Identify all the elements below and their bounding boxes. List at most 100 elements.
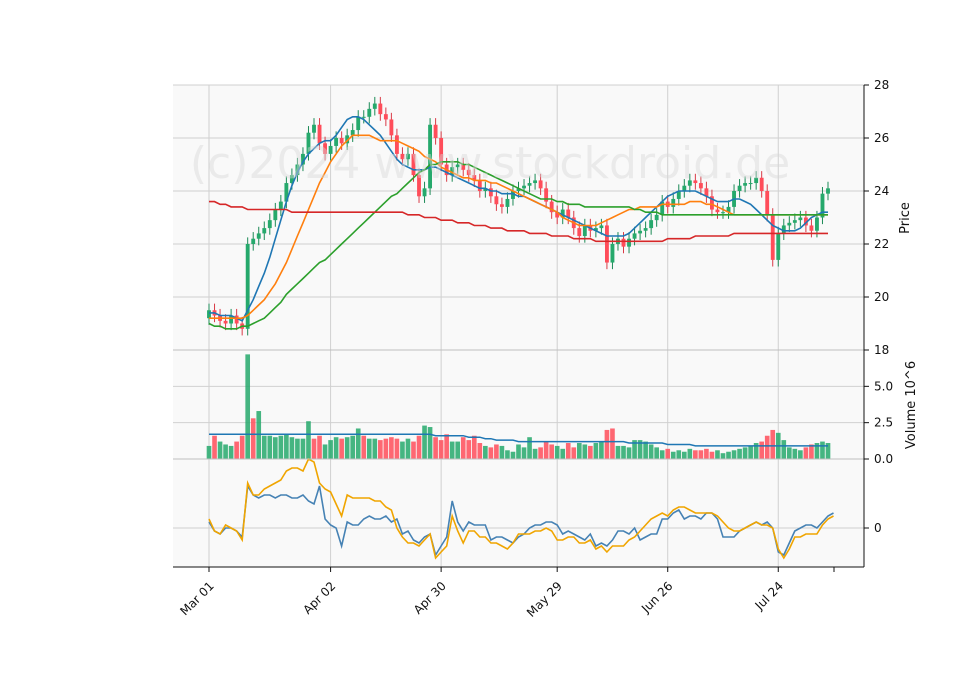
candlestick [627,232,631,254]
price-tick-label: 28 [874,78,889,92]
candlestick [488,181,493,203]
volume-bar [449,441,455,459]
volume-bar [300,438,306,459]
volume-bar [339,438,344,459]
volume-bar [284,434,289,459]
volume-bar [311,438,317,459]
volume-bar [715,450,720,459]
candlestick [604,218,609,270]
volume-bar [499,445,505,459]
candlestick [422,181,427,203]
candlestick [417,168,421,203]
volume-bar [488,447,494,459]
volume-bar [383,438,389,459]
volume-bar [676,450,682,459]
indicator-panel [173,459,864,567]
volume-bar [687,448,693,459]
candlestick [389,112,394,142]
candlestick [726,200,731,219]
candlestick [234,308,239,331]
volume-bar [350,435,356,459]
volume-bar [394,438,400,459]
candlestick [743,176,748,193]
candlestick [737,179,742,198]
candlestick [207,303,211,325]
candlestick [687,173,692,193]
volume-bar [344,437,350,459]
volume-bar [516,444,521,459]
candlestick [428,118,433,195]
volume-bar [737,448,742,459]
volume-bar [333,437,339,459]
volume-bar [228,445,234,459]
volume-bar [306,421,311,459]
candlestick [229,308,234,331]
volume-bar [599,441,604,459]
candlestick [682,179,687,198]
volume-bar [753,443,759,459]
candlestick [439,131,444,172]
moving-average-line [209,200,828,243]
candlestick [649,213,654,235]
x-tick-label: Apr 02 [300,579,338,617]
volume-bar [278,435,284,459]
candlestick [400,147,405,166]
candlestick [301,147,305,172]
candlestick [278,194,283,217]
candlestick [223,314,228,331]
candlestick [792,213,797,230]
candlestick [522,179,526,195]
candlestick [660,194,665,222]
price-tick-label: 24 [874,184,889,198]
candlestick [361,110,366,124]
volume-bar [720,453,726,459]
moving-average-line [209,134,828,320]
volume-bar [361,435,367,459]
volume-bar [372,438,378,459]
candlestick [383,107,388,127]
volume-bar [803,447,809,459]
volume-bar [422,425,427,459]
volume-bar [798,450,803,459]
volume-bar [565,443,571,459]
x-tick-label: May 29 [524,579,565,620]
volume-bar [366,438,372,459]
candlestick [450,160,455,182]
candlestick [356,110,361,137]
volume-bar [709,451,715,459]
volume-bar [223,444,228,459]
volume-bar [416,435,422,459]
volume-bar [433,437,438,459]
volume-bar [637,440,643,459]
candlestick [610,237,615,270]
candlestick [245,237,250,336]
volume-bar [455,441,461,459]
indicator-line [208,483,834,558]
candlestick [638,224,643,241]
candlestick [754,171,759,190]
volume-bar [781,440,787,459]
volume-bar [527,437,532,459]
candlestick [411,147,416,182]
volume-bar [483,445,488,459]
volume-bar [786,447,792,459]
volume-bar [748,445,753,459]
volume-bar [460,437,466,459]
candlestick [643,221,648,238]
indicator-tick-label: 0 [874,521,882,535]
volume-tick-label: 2.5 [874,416,893,430]
volume-bar [538,447,543,459]
volume-bar [212,435,217,459]
volume-bar [626,447,632,459]
moving-average-line [208,161,828,330]
price-tick-label: 26 [874,131,889,145]
candlestick [544,181,549,209]
candlestick [461,157,466,177]
volume-bar [792,448,798,459]
volume-bar [317,435,322,459]
volume-bar [389,437,394,459]
candlestick [787,216,792,233]
volume-bar [615,445,621,459]
volume-bar [698,450,704,459]
candlestick [770,208,775,267]
